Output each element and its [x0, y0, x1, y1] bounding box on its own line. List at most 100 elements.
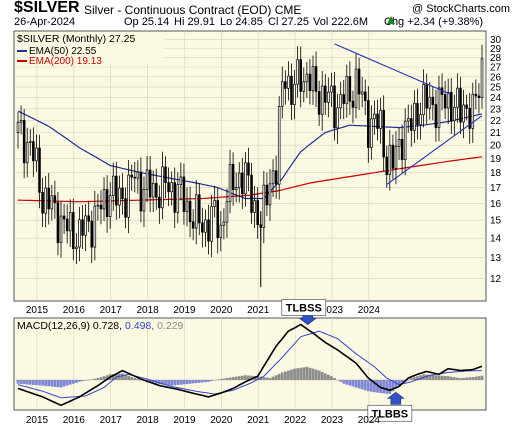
- histogram-bar: [302, 367, 306, 380]
- candle-body: [182, 176, 186, 212]
- histogram-bar: [157, 379, 161, 385]
- x-tick-label: 2018: [136, 415, 159, 426]
- candle-body: [90, 220, 94, 248]
- histogram-bar: [366, 379, 370, 392]
- histogram-bar: [391, 379, 395, 392]
- histogram-bar: [406, 379, 410, 381]
- histogram-bar: [121, 373, 124, 380]
- candle-body: [32, 141, 35, 162]
- candle-body: [357, 68, 361, 95]
- candle-body: [256, 200, 259, 226]
- candle-body: [44, 187, 47, 214]
- candle-body: [284, 81, 287, 89]
- y-tick-label: 13: [490, 253, 502, 264]
- histogram-bar: [130, 376, 134, 380]
- histogram-bar: [164, 379, 167, 385]
- symbol-title: $SILVER: [14, 0, 80, 16]
- histogram-bar: [336, 379, 339, 381]
- histogram-bar: [446, 376, 450, 380]
- trendline: [386, 115, 483, 185]
- histogram-bar: [90, 379, 94, 380]
- histogram-bar: [244, 375, 247, 380]
- histogram-bar: [280, 372, 284, 380]
- candle-body: [373, 113, 376, 120]
- histogram-bar: [440, 375, 444, 380]
- candle-body: [158, 196, 161, 209]
- quote-line: 26-Apr-2024 Op 25.14 Hi 29.91 Lo 24.85 C…: [14, 16, 520, 30]
- candle-body: [25, 142, 29, 164]
- candle-body: [81, 219, 84, 236]
- histogram-bar: [290, 369, 293, 380]
- histogram-bar: [452, 377, 456, 380]
- candle-body: [244, 162, 247, 195]
- candle-body: [397, 138, 401, 147]
- candle-body: [102, 189, 106, 210]
- candle-body: [388, 144, 392, 175]
- description: Silver - Continuous Contract (EOD) CME: [84, 3, 301, 17]
- trendline: [334, 43, 452, 95]
- histogram-bar: [87, 379, 91, 381]
- y-tick-label: 17: [490, 183, 502, 194]
- histogram-bar: [413, 377, 416, 380]
- candle-body: [406, 118, 410, 122]
- price-grid: [14, 31, 486, 301]
- candle-body: [62, 215, 66, 220]
- histogram-bar: [296, 368, 300, 380]
- histogram-bar: [204, 379, 207, 383]
- histogram-bar: [151, 379, 155, 384]
- histogram-bar: [176, 379, 180, 385]
- candle-body: [185, 200, 189, 212]
- x-tick-label: 2024: [358, 415, 381, 426]
- histogram-bar: [354, 379, 358, 388]
- candle-body: [376, 113, 379, 129]
- change-text: Chg +2.34 (+9.38%): [384, 16, 484, 28]
- y-tick-label: 29: [490, 44, 502, 55]
- candles: [16, 44, 484, 288]
- candle-body: [130, 174, 133, 178]
- candle-body: [142, 189, 146, 212]
- histogram-bar: [268, 378, 272, 380]
- histogram-bar: [373, 379, 376, 393]
- candle-body: [468, 107, 471, 129]
- candle-body: [188, 200, 192, 223]
- x-tick-label: 2018: [136, 305, 159, 316]
- histogram-bar: [456, 377, 459, 380]
- histogram-bar: [182, 379, 186, 385]
- macd-legend: MACD(12,26,9) 0.728, 0.498, 0.229: [17, 320, 184, 332]
- candle-body: [308, 73, 312, 92]
- histogram-bar: [99, 377, 103, 380]
- histogram-bar: [78, 379, 81, 382]
- candle-body: [99, 204, 103, 210]
- annotation-label: TLBSS: [286, 303, 322, 315]
- histogram-bar: [111, 374, 115, 380]
- histogram-bar: [173, 379, 177, 386]
- candle-body: [431, 96, 435, 105]
- candle-body: [453, 106, 456, 122]
- histogram-bar: [228, 377, 232, 380]
- histogram-bar: [188, 379, 192, 384]
- histogram-bar: [127, 375, 131, 380]
- histogram-bar: [28, 379, 32, 385]
- histogram-bar: [360, 379, 364, 390]
- histogram-bar: [400, 379, 404, 384]
- candle-body: [459, 87, 462, 123]
- candle-body: [176, 184, 180, 213]
- histogram-bar: [200, 379, 204, 383]
- y-tick-label: 16: [490, 199, 502, 210]
- candle-body: [155, 183, 158, 198]
- candle-body: [333, 85, 336, 129]
- price-legend: $SILVER (Monthly) 27.25 EMA(50) 22.55 EM…: [15, 32, 165, 67]
- candle-body: [19, 120, 23, 123]
- candle-body: [38, 147, 41, 193]
- histogram-bar: [477, 376, 481, 380]
- candle-body: [118, 187, 121, 206]
- candle-body: [228, 163, 232, 203]
- down-arrow-icon: [298, 315, 317, 325]
- candle-body: [345, 76, 349, 104]
- candle-body: [139, 171, 143, 212]
- x-tick-label: 2015: [26, 415, 49, 426]
- candle-body: [136, 171, 140, 179]
- candle-body: [151, 183, 155, 198]
